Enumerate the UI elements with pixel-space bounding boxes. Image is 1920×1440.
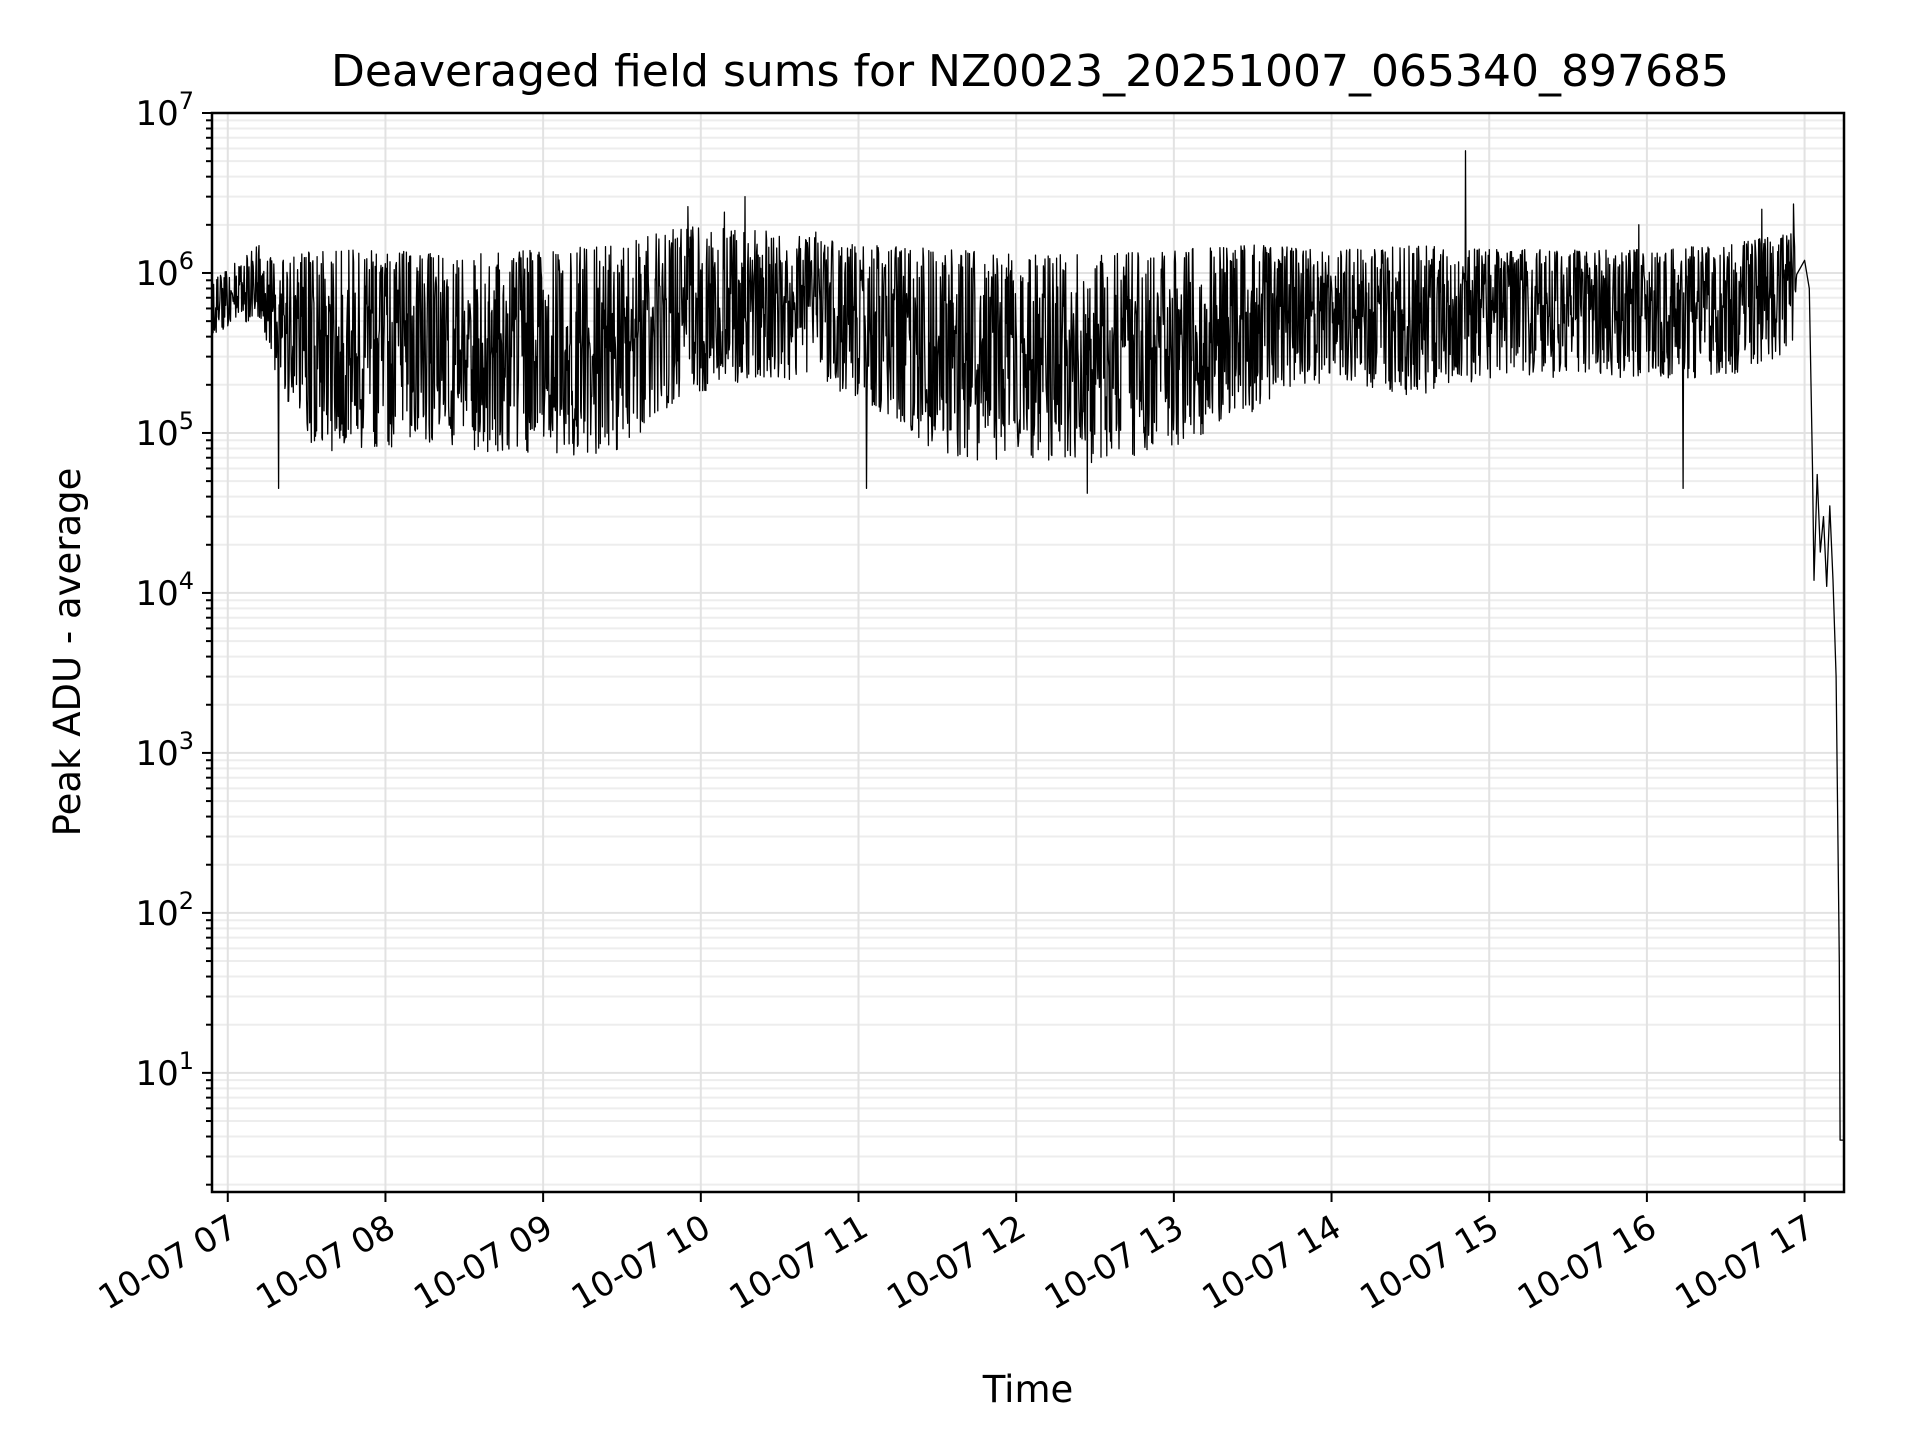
y-axis: 101 102 103 104 105 106 107: [135, 87, 212, 1186]
x-tick-label: 10-07 14: [1196, 1207, 1348, 1318]
x-tick-label: 10-07 07: [92, 1207, 244, 1318]
x-tick-label: 10-07 15: [1353, 1207, 1505, 1318]
plot-frame: [210, 111, 1846, 1194]
y-tick-label: 101: [135, 1047, 194, 1094]
x-tick-label: 10-07 16: [1511, 1207, 1663, 1318]
y-tick-label: 104: [135, 567, 194, 614]
data-series: [211, 150, 1844, 1141]
y-tick-label: 105: [135, 407, 194, 454]
y-axis-label: Peak ADU - average: [46, 468, 89, 837]
x-tick-label: 10-07 17: [1669, 1207, 1821, 1318]
x-tick-label: 10-07 13: [1038, 1207, 1190, 1318]
y-tick-label: 107: [135, 87, 194, 134]
x-tick-label: 10-07 10: [565, 1207, 717, 1318]
y-tick-label: 106: [135, 247, 194, 294]
x-axis: 10-07 07 10-07 08 10-07 09 10-07 10 10-07 11…: [92, 1192, 1821, 1318]
x-tick-label: 10-07 09: [407, 1207, 559, 1318]
y-tick-label: 102: [135, 887, 194, 934]
x-tick-label: 10-07 12: [880, 1207, 1032, 1318]
y-tick-label: 103: [135, 727, 194, 774]
chart-title: Deaveraged field sums for NZ0023_2025100…: [331, 46, 1729, 97]
x-tick-label: 10-07 08: [250, 1207, 402, 1318]
series-line: [211, 150, 1844, 1141]
x-tick-label: 10-07 11: [723, 1207, 875, 1318]
x-axis-label: Time: [982, 1368, 1074, 1411]
